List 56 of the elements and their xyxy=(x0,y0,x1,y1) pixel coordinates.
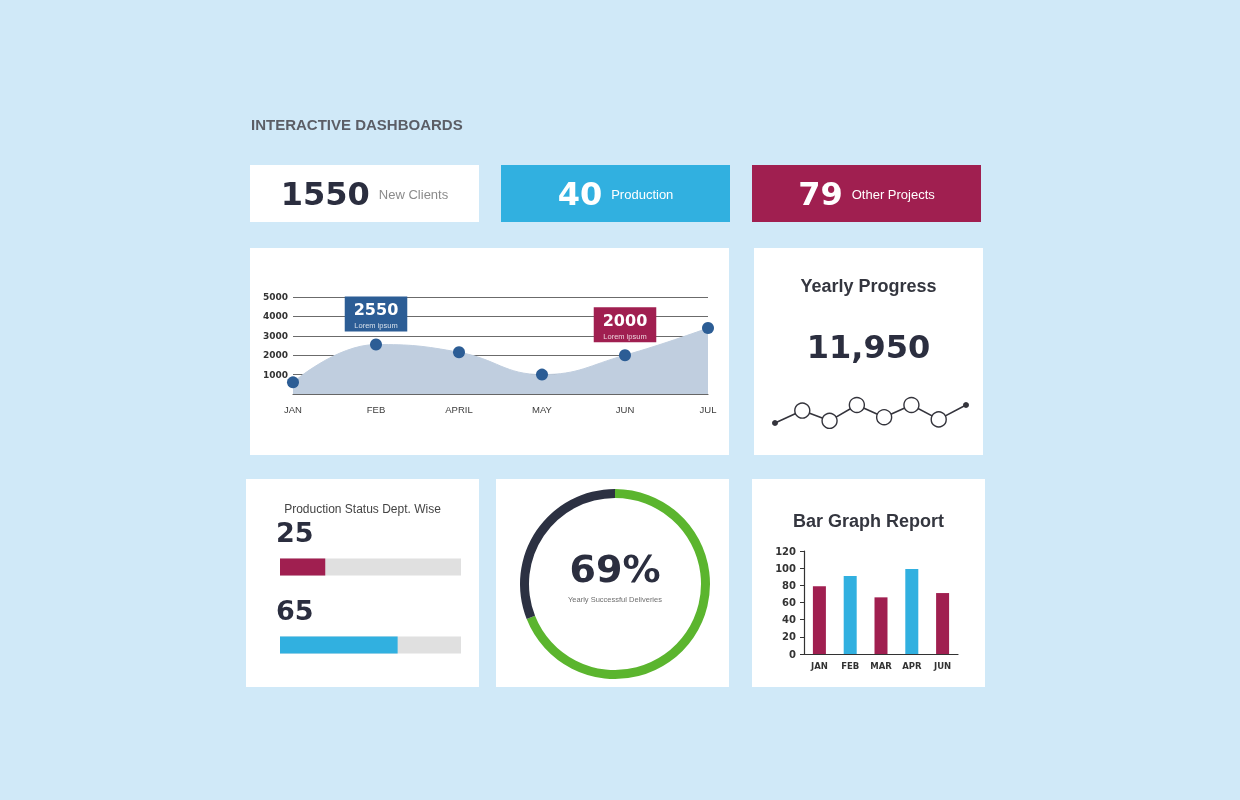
x-tick-label: MAR xyxy=(870,660,893,671)
point xyxy=(821,412,838,430)
point xyxy=(536,368,548,381)
text: Yearly Progress xyxy=(800,276,937,296)
x-tick-label: FEB xyxy=(841,660,860,671)
bar xyxy=(874,597,888,654)
y-tick-label: 3000 xyxy=(262,330,288,341)
x-tick-label: MAY xyxy=(532,403,553,415)
x-tick-label: APRIL xyxy=(445,403,473,415)
x-tick-label: APR xyxy=(902,660,922,671)
x-tick-label: JUN xyxy=(933,660,952,671)
y-tick-label: 4000 xyxy=(262,311,288,322)
bar xyxy=(905,569,919,654)
bar xyxy=(843,575,857,654)
x-tick-label: JUN xyxy=(615,403,635,415)
point xyxy=(702,322,714,335)
x-tick-label: JAN xyxy=(284,403,303,415)
text: INTERACTIVE DASHBOARDS xyxy=(251,116,463,133)
y-tick-label: 100 xyxy=(775,562,797,574)
y-tick-label: 5000 xyxy=(262,292,288,302)
x-tick-label: JUL xyxy=(699,403,717,415)
data-label: 2550 xyxy=(353,300,399,320)
data-label: 79 xyxy=(798,174,843,213)
y-tick-label: 80 xyxy=(782,579,797,591)
category-label: Other Projects xyxy=(851,187,935,202)
y-tick-label: 120 xyxy=(775,545,797,557)
data-label: 2000 xyxy=(602,310,648,330)
chart-title: Bar Graph Report xyxy=(792,511,945,531)
y-tick-label: 40 xyxy=(782,614,797,626)
y-tick-label: 1000 xyxy=(262,369,288,380)
y-tick-label: 20 xyxy=(782,631,797,643)
x-tick-label: FEB xyxy=(366,403,386,415)
point xyxy=(848,396,866,414)
point xyxy=(287,376,299,389)
point xyxy=(930,411,947,428)
y-tick-label: 60 xyxy=(782,597,797,608)
bar xyxy=(812,586,826,654)
point xyxy=(903,396,920,414)
data-label: 40 xyxy=(557,174,603,213)
point xyxy=(453,346,465,359)
data-label: 69% xyxy=(569,547,661,591)
data-label: 65 xyxy=(276,594,314,626)
data-label: 1550 xyxy=(280,174,370,213)
category-label: Production xyxy=(611,187,674,202)
y-tick-label: 2000 xyxy=(262,350,288,361)
point xyxy=(794,402,811,419)
point xyxy=(370,338,382,351)
x-tick-label: JAN xyxy=(809,660,828,671)
category-label: New Clients xyxy=(378,187,449,202)
point xyxy=(875,409,893,426)
chart-title: Production Status Dept. Wise xyxy=(284,502,442,516)
data-label: 25 xyxy=(276,516,314,548)
point xyxy=(619,349,631,362)
y-tick-label: 0 xyxy=(789,648,797,660)
bar xyxy=(936,593,950,654)
text: 11,950 xyxy=(806,328,931,366)
